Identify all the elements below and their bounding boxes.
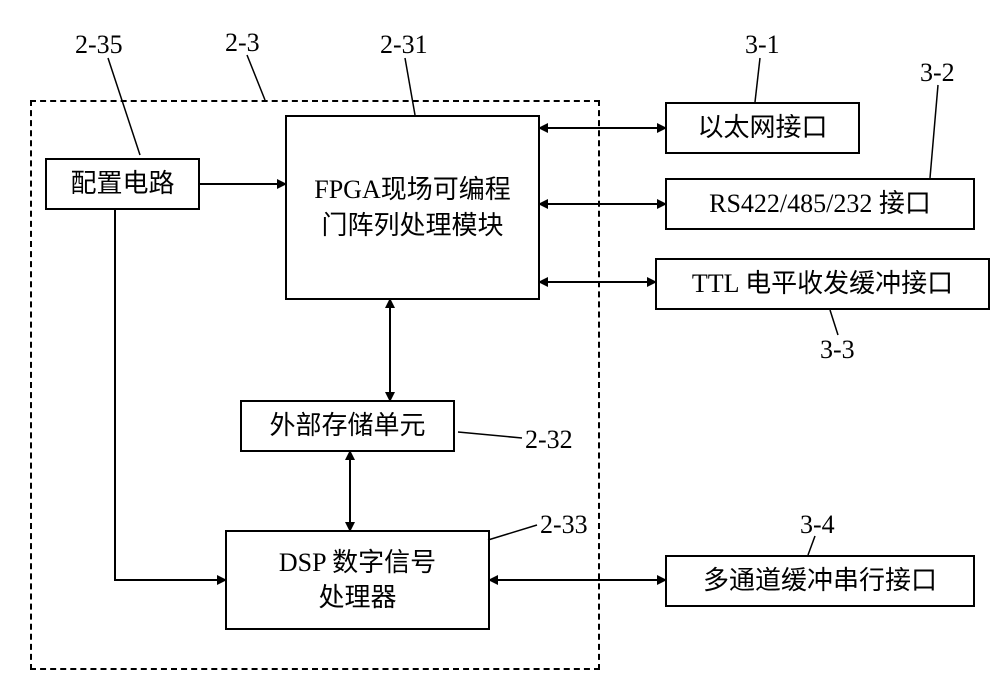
box-ttl: TTL 电平收发缓冲接口 (655, 258, 990, 310)
label-3-4: 3-4 (800, 510, 835, 540)
label-2-35: 2-35 (75, 30, 123, 60)
label-3-2: 3-2 (920, 58, 955, 88)
box-storage: 外部存储单元 (240, 400, 455, 452)
label-2-31: 2-31 (380, 30, 428, 60)
box-dsp-text: DSP 数字信号 处理器 (279, 545, 436, 615)
box-config-text: 配置电路 (70, 166, 174, 201)
box-multich-text: 多通道缓冲串行接口 (703, 563, 937, 598)
box-rs-text: RS422/485/232 接口 (709, 186, 931, 221)
box-fpga-text: FPGA现场可编程 门阵列处理模块 (314, 172, 510, 242)
label-2-3: 2-3 (225, 28, 260, 58)
box-ttl-text: TTL 电平收发缓冲接口 (692, 266, 953, 301)
box-ethernet: 以太网接口 (665, 102, 860, 154)
box-config: 配置电路 (45, 158, 200, 210)
box-dsp: DSP 数字信号 处理器 (225, 530, 490, 630)
label-3-1: 3-1 (745, 30, 780, 60)
box-fpga: FPGA现场可编程 门阵列处理模块 (285, 115, 540, 300)
box-rs: RS422/485/232 接口 (665, 178, 975, 230)
label-3-3: 3-3 (820, 335, 855, 365)
label-2-32: 2-32 (525, 425, 573, 455)
label-2-33: 2-33 (540, 510, 588, 540)
box-storage-text: 外部存储单元 (269, 408, 425, 443)
box-ethernet-text: 以太网接口 (697, 110, 827, 145)
box-multich: 多通道缓冲串行接口 (665, 555, 975, 607)
